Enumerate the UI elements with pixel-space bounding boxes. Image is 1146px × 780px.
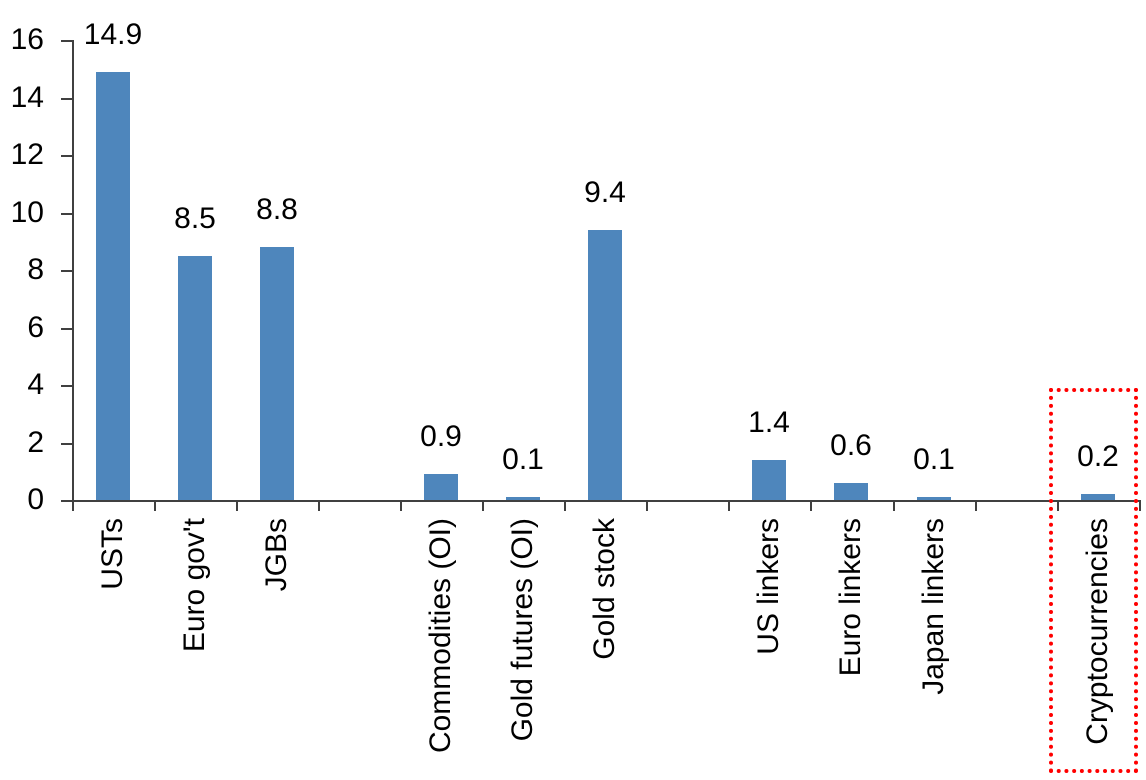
bar-value-label: 0.9 [420,420,462,453]
y-tick [61,328,72,330]
x-tick [482,500,484,511]
y-axis-line [72,40,74,510]
y-tick [61,40,72,42]
bar [178,256,212,500]
y-tick-label: 6 [27,311,44,344]
x-tick [1139,500,1141,511]
y-tick [61,270,72,272]
category-label: JGBs [260,518,293,592]
bar [424,474,458,500]
bar-value-label: 0.2 [1077,440,1119,473]
y-tick-label: 16 [10,23,44,56]
bar [834,483,868,500]
x-axis-line [72,500,1139,502]
y-tick [61,443,72,445]
y-tick-label: 0 [27,483,44,516]
x-tick [318,500,320,511]
highlight-box [1049,388,1138,773]
y-tick [61,385,72,387]
y-tick-label: 2 [27,426,44,459]
category-label: US linkers [752,518,785,655]
x-tick [400,500,402,511]
y-tick-label: 8 [27,253,44,286]
x-tick [236,500,238,511]
bar-value-label: 0.1 [913,443,955,476]
bar-value-label: 1.4 [748,406,790,439]
category-label: Gold stock [588,518,621,660]
category-label: Gold futures (OI) [506,518,539,742]
bar-value-label: 8.8 [256,193,298,226]
category-label: Japan linkers [917,518,950,695]
x-tick [646,500,648,511]
y-tick-label: 4 [27,368,44,401]
x-tick [154,500,156,511]
bar [1081,494,1115,500]
bar [752,460,786,500]
bar-value-label: 0.1 [502,443,544,476]
bar-value-label: 9.4 [584,176,626,209]
category-label: Commodities (OI) [424,518,457,754]
y-tick-label: 10 [10,196,44,229]
bar [588,230,622,500]
x-tick [564,500,566,511]
y-tick [61,155,72,157]
x-tick [1057,500,1059,511]
category-label: Euro linkers [834,518,867,677]
y-tick [61,213,72,215]
x-tick [728,500,730,511]
category-label: USTs [96,518,129,590]
y-tick [61,500,72,502]
bar-value-label: 14.9 [83,18,143,51]
bar [260,247,294,500]
y-tick-label: 14 [10,81,44,114]
bar [917,497,951,500]
category-label: Euro gov't [178,518,211,653]
x-tick [975,500,977,511]
x-tick [810,500,812,511]
y-tick [61,98,72,100]
y-tick-label: 12 [10,138,44,171]
x-tick [893,500,895,511]
bar [96,72,130,500]
x-tick [72,500,74,511]
bar-value-label: 0.6 [830,429,872,462]
bar [506,497,540,500]
bar-value-label: 8.5 [174,202,216,235]
